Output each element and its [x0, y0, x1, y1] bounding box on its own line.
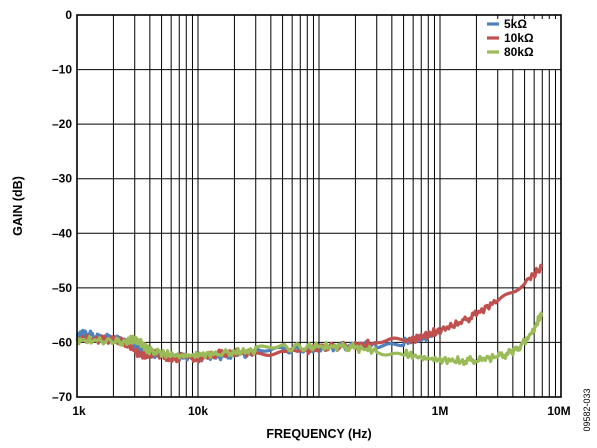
x-tick-label: 1k	[72, 404, 86, 418]
y-tick-label: –20	[52, 117, 72, 131]
plot-frame	[76, 14, 562, 398]
legend-label: 80kΩ	[504, 45, 534, 59]
legend-background	[484, 19, 557, 69]
y-tick-labels: 0 –10 –20 –30 –40 –50 –60 –70	[52, 8, 72, 404]
legend-label: 10kΩ	[504, 31, 534, 45]
series-line-2	[75, 310, 544, 367]
x-axis-title: FREQUENCY (Hz)	[266, 427, 371, 441]
figure-id: 09582-033	[582, 388, 592, 431]
series-line-1	[75, 263, 544, 364]
x-tick-labels: 1k 10k 1M 10M	[72, 404, 570, 418]
y-tick-label: –40	[52, 226, 72, 240]
y-tick-label: 0	[65, 8, 72, 22]
legend-label: 5kΩ	[504, 17, 527, 31]
x-tick-label: 10k	[188, 404, 208, 418]
y-tick-label: –50	[52, 281, 72, 295]
y-tick-label: –10	[52, 63, 72, 77]
y-tick-label: –70	[52, 390, 72, 404]
y-tick-label: –30	[52, 172, 72, 186]
x-tick-label: 10M	[547, 404, 570, 418]
x-tick-label: 1M	[432, 404, 449, 418]
y-tick-label: –60	[52, 335, 72, 349]
series-lines	[75, 263, 544, 367]
grid	[77, 15, 561, 397]
y-axis-title: GAIN (dB)	[11, 176, 25, 236]
